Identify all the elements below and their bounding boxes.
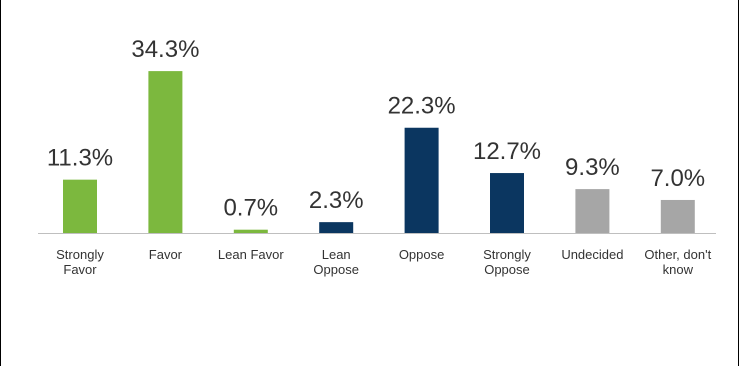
bar — [490, 173, 524, 233]
data-label: 11.3% — [47, 145, 113, 172]
data-label: 2.3% — [309, 187, 364, 214]
category-label: Strongly — [56, 247, 104, 262]
data-label: 22.3% — [388, 93, 456, 120]
category-label: Lean Favor — [218, 247, 284, 262]
bar — [575, 189, 610, 233]
data-label: 34.3% — [131, 36, 199, 63]
category-label: Other, don't — [644, 247, 711, 262]
data-label: 7.0% — [650, 165, 705, 192]
bar — [404, 127, 439, 233]
category-label: Undecided — [561, 247, 623, 262]
category-label: know — [663, 262, 694, 277]
category-label: Strongly — [483, 247, 531, 262]
bar — [63, 179, 97, 233]
category-label: Oppose — [399, 247, 445, 262]
bar — [148, 71, 183, 233]
bar — [660, 199, 695, 233]
bar — [233, 229, 268, 233]
bar — [319, 222, 354, 233]
category-label: Lean — [322, 247, 351, 262]
data-label: 0.7% — [223, 195, 278, 222]
data-label: 9.3% — [565, 154, 620, 181]
data-label: 12.7% — [473, 138, 541, 165]
category-label: Favor — [63, 262, 97, 277]
category-label: Favor — [149, 247, 183, 262]
category-label: Oppose — [484, 262, 530, 277]
category-label: Oppose — [313, 262, 359, 277]
